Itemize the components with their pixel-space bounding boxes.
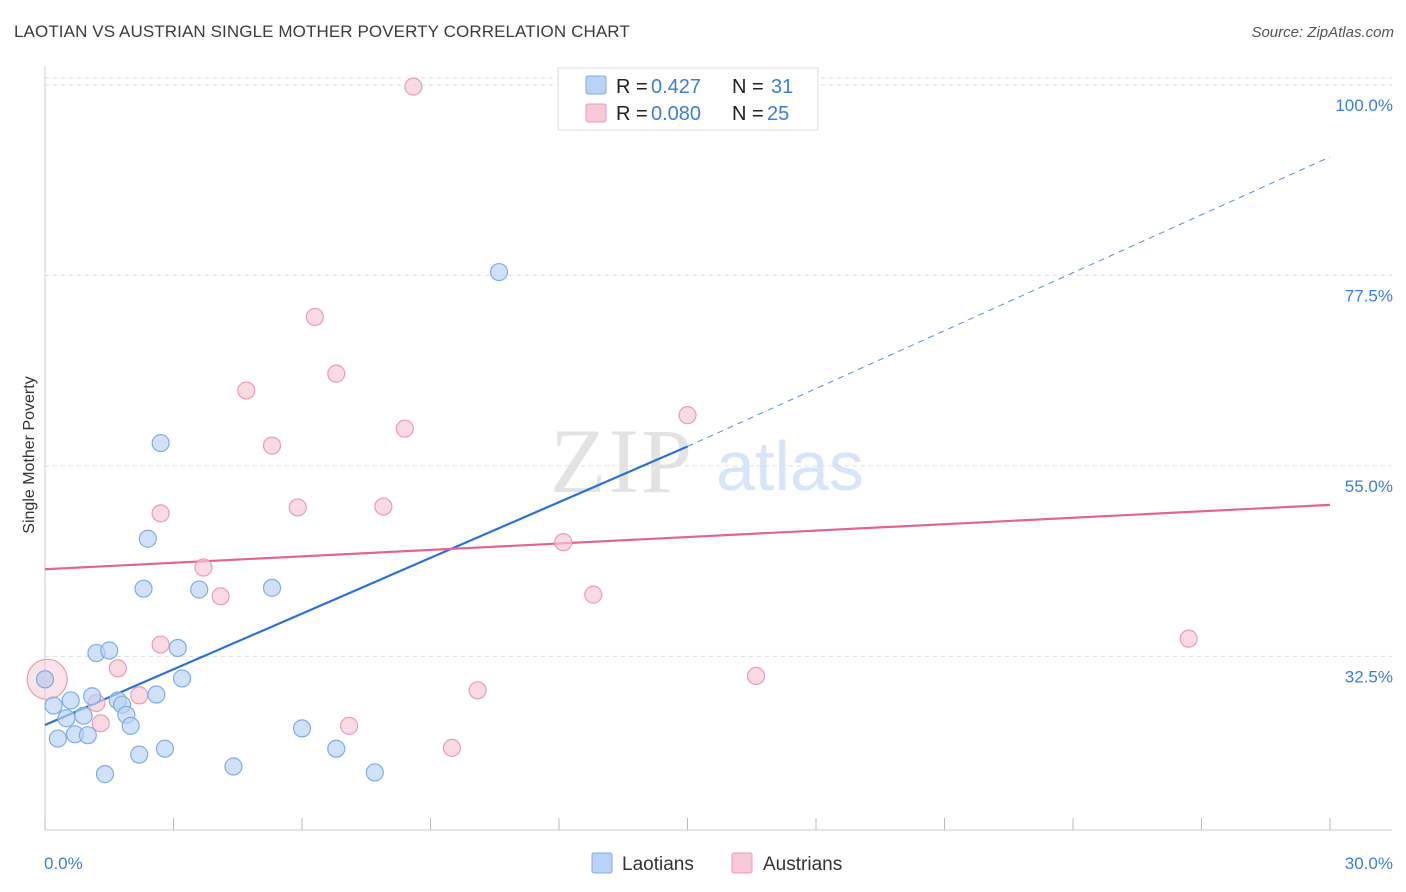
legend-n-label: N = [732, 76, 764, 98]
point-laotians [95, 765, 115, 784]
trendline-laotians [44, 445, 688, 727]
legend-r-label-2: R = [616, 103, 648, 125]
legend-r-label: R = [616, 76, 648, 98]
point-laotians [130, 745, 149, 764]
point-austrians [194, 558, 213, 577]
series-legend: Laotians Austrians [591, 852, 842, 875]
point-austrians [288, 498, 307, 517]
point-laotians [44, 696, 63, 715]
bottom-legend-swatch-austrians [731, 852, 753, 874]
point-laotians [83, 687, 102, 706]
point-laotians [78, 726, 97, 745]
point-austrians [374, 497, 393, 516]
point-laotians [292, 719, 312, 738]
stats-legend: R = 0.427 N = 31 R = 0.080 N = 25 [557, 67, 819, 131]
point-laotians [489, 262, 509, 282]
tick-labels: 32.5% 55.0% 77.5% 100.0% 0.0% 30.0% [44, 96, 1393, 873]
chart-title: LAOTIAN VS AUSTRIAN SINGLE MOTHER POVERT… [14, 22, 630, 41]
legend-r-laotians: 0.427 [651, 76, 701, 98]
legend-swatch-laotians [585, 75, 607, 95]
point-laotians [100, 641, 119, 660]
point-laotians [224, 757, 243, 776]
point-laotians [138, 529, 157, 548]
point-austrians [468, 681, 487, 700]
legend-n-laotians: 31 [771, 76, 793, 98]
bottom-legend-laotians: Laotians [622, 854, 694, 875]
y-axis-label: Single Mother Poverty [21, 376, 38, 533]
point-austrians [404, 77, 423, 96]
point-austrians [678, 406, 697, 425]
point-austrians [211, 587, 230, 606]
point-austrians [130, 686, 149, 705]
y-tick-label: 77.5% [1345, 286, 1393, 305]
bottom-legend-swatch-laotians [591, 852, 613, 874]
point-laotians [151, 433, 170, 453]
trendline-austrians [44, 503, 1331, 571]
point-austrians [305, 307, 324, 327]
point-austrians [746, 666, 766, 686]
source-credit: Source: ZipAtlas.com [1251, 24, 1394, 41]
point-laotians [74, 706, 93, 725]
x-tick-label: 30.0% [1345, 854, 1393, 873]
point-austrians [584, 585, 603, 604]
y-tick-label: 100.0% [1335, 96, 1393, 115]
point-austrians [237, 381, 256, 400]
y-tick-label: 32.5% [1345, 667, 1393, 686]
point-laotians [57, 709, 76, 728]
point-austrians [395, 419, 414, 438]
point-austrians [340, 716, 359, 735]
legend-r-austrians: 0.080 [651, 103, 701, 125]
point-austrians [1179, 629, 1198, 648]
point-laotians [168, 638, 187, 658]
point-laotians [147, 685, 166, 704]
point-laotians [365, 763, 384, 782]
point-laotians [190, 580, 209, 599]
legend-swatch-austrians [585, 103, 607, 123]
point-laotians [327, 739, 346, 758]
point-austrians [108, 659, 127, 678]
point-austrians [262, 436, 282, 455]
point-austrians [151, 635, 170, 654]
legend-n-label-2: N = [732, 103, 764, 125]
y-tick-label: 55.0% [1345, 477, 1393, 496]
point-laotians [48, 729, 67, 748]
point-austrians [327, 364, 346, 383]
bottom-legend-austrians: Austrians [763, 854, 842, 875]
point-austrians [91, 714, 110, 733]
data-points [26, 77, 1198, 784]
x-tick-label: 0.0% [44, 854, 83, 873]
trendlines [44, 156, 1331, 727]
point-austrians [442, 738, 462, 757]
gridlines [45, 77, 1392, 657]
point-laotians [262, 578, 282, 597]
point-laotians [121, 716, 140, 735]
point-austrians [151, 504, 170, 523]
point-laotians [61, 691, 80, 710]
point-laotians [172, 669, 192, 688]
point-austrians [554, 533, 573, 552]
legend-n-austrians: 25 [767, 103, 789, 125]
point-laotians [35, 670, 55, 689]
point-laotians [155, 739, 175, 758]
trendline-laotians-extension [687, 156, 1331, 447]
point-laotians [134, 579, 153, 598]
